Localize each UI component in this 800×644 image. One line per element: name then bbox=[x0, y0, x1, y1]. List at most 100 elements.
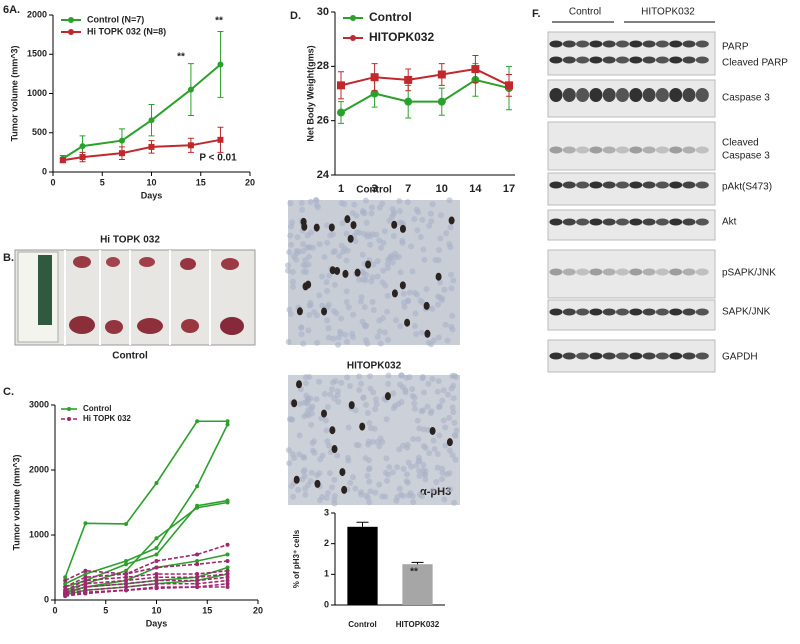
band bbox=[669, 268, 683, 276]
cell bbox=[324, 490, 331, 497]
cell bbox=[414, 227, 421, 234]
x-tick-label: 10 bbox=[146, 177, 156, 187]
band bbox=[695, 308, 709, 316]
x-tick-label: 0 bbox=[52, 605, 57, 615]
cell bbox=[367, 488, 374, 495]
cell bbox=[423, 286, 430, 293]
point bbox=[195, 552, 200, 557]
cell bbox=[437, 235, 444, 242]
band bbox=[576, 88, 590, 102]
cell bbox=[444, 337, 451, 344]
cell bbox=[290, 493, 297, 500]
legend-label: HITOPK032 bbox=[369, 30, 434, 44]
point bbox=[337, 81, 345, 90]
cell bbox=[400, 465, 407, 472]
cell bbox=[324, 317, 331, 324]
cell bbox=[420, 462, 427, 469]
series-line bbox=[62, 63, 222, 160]
cell bbox=[358, 294, 365, 301]
cell bbox=[450, 277, 457, 284]
point bbox=[195, 484, 200, 489]
cell bbox=[389, 259, 396, 266]
x-tick-label: 10 bbox=[151, 605, 161, 615]
point bbox=[124, 572, 129, 576]
band bbox=[616, 40, 629, 48]
point bbox=[225, 572, 230, 576]
error-bar bbox=[411, 561, 424, 565]
band bbox=[549, 56, 563, 64]
cell bbox=[285, 447, 292, 454]
band bbox=[629, 181, 643, 189]
point bbox=[83, 572, 88, 576]
series-line bbox=[64, 576, 228, 595]
cell bbox=[434, 464, 441, 471]
cell bbox=[384, 477, 391, 484]
cell bbox=[343, 230, 350, 237]
cell bbox=[439, 297, 446, 304]
cell bbox=[364, 409, 371, 416]
cell bbox=[448, 285, 455, 292]
point bbox=[195, 505, 200, 510]
point bbox=[124, 568, 129, 573]
cell bbox=[379, 315, 386, 322]
cell bbox=[343, 299, 350, 306]
band bbox=[682, 88, 696, 102]
cell bbox=[374, 273, 381, 280]
band bbox=[549, 40, 563, 48]
band bbox=[562, 308, 576, 316]
cell bbox=[347, 479, 354, 486]
x-tick-label: 0 bbox=[50, 177, 55, 187]
cell bbox=[287, 200, 294, 207]
nucleus bbox=[429, 426, 436, 435]
cell bbox=[357, 298, 364, 305]
point bbox=[437, 97, 446, 106]
cell bbox=[406, 289, 413, 296]
band bbox=[682, 308, 696, 316]
cell bbox=[397, 323, 404, 330]
blot-label: Caspase 3 bbox=[722, 151, 770, 162]
cell bbox=[331, 248, 338, 255]
cell bbox=[370, 306, 377, 313]
cell bbox=[352, 485, 359, 492]
band bbox=[589, 352, 603, 360]
cell bbox=[367, 385, 374, 392]
point bbox=[124, 581, 129, 586]
cell bbox=[448, 271, 455, 278]
band bbox=[655, 181, 669, 189]
cell bbox=[448, 385, 455, 392]
cell bbox=[285, 262, 292, 269]
cell bbox=[451, 499, 458, 506]
bar bbox=[402, 564, 433, 605]
cell bbox=[356, 229, 363, 236]
point bbox=[225, 500, 230, 505]
nucleus bbox=[399, 224, 406, 233]
cell bbox=[404, 199, 411, 206]
series-line bbox=[64, 573, 228, 593]
cell bbox=[432, 257, 439, 264]
point bbox=[195, 419, 200, 424]
cell bbox=[421, 256, 428, 263]
band bbox=[562, 268, 576, 276]
cell bbox=[334, 452, 341, 459]
cell bbox=[297, 400, 304, 407]
cell bbox=[377, 340, 384, 347]
cell bbox=[437, 279, 444, 286]
cell bbox=[409, 386, 416, 393]
nucleus bbox=[448, 216, 455, 225]
cell bbox=[300, 261, 307, 268]
band bbox=[602, 181, 616, 189]
point bbox=[225, 568, 230, 573]
cell bbox=[358, 491, 365, 498]
blot-label: PARP bbox=[722, 42, 749, 53]
cell bbox=[374, 333, 381, 340]
cell bbox=[356, 386, 363, 393]
cell bbox=[419, 407, 426, 414]
cell bbox=[427, 210, 434, 217]
error-bar bbox=[356, 521, 369, 527]
cell bbox=[446, 241, 453, 248]
cell bbox=[452, 456, 459, 463]
band bbox=[655, 308, 669, 316]
cell bbox=[382, 282, 389, 289]
legend-label: Control bbox=[369, 10, 412, 24]
cell bbox=[319, 302, 326, 309]
